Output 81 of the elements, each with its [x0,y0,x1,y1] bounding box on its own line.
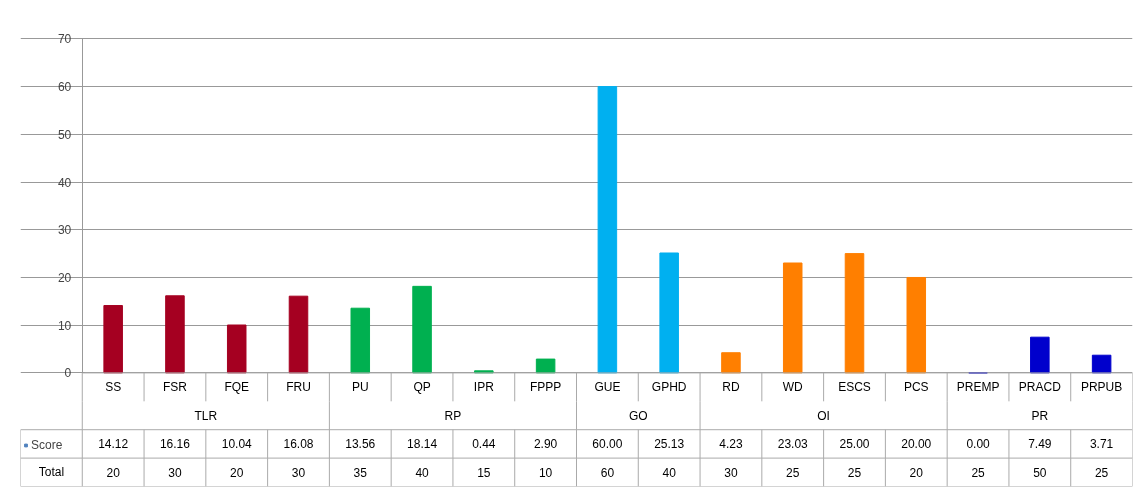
text: 10.04 [221,437,252,452]
y-tick-label: 0 [64,366,72,381]
y-tick-label: 50 [57,127,72,142]
x-tick-label: PRACD [1018,380,1062,395]
text: 25 [971,465,986,480]
x-tick-label: FRU [286,380,311,395]
x-tick-label: QP [413,380,431,395]
text: 60.00 [592,437,623,452]
bar [844,253,865,374]
bar [412,285,432,374]
x-tick-label: PU [351,380,369,395]
text: 20.00 [901,437,932,452]
text: TLR [194,408,218,423]
x-tick-label: GUE [594,380,621,395]
text: 25.13 [654,437,685,452]
bar [535,358,556,374]
text: 60 [600,465,615,480]
x-tick-label: IPR [473,380,495,395]
y-tick-label: 20 [57,270,72,285]
bar [165,295,185,374]
text: 23.03 [777,437,808,452]
text: 10 [538,465,553,480]
text: 25.00 [839,437,870,452]
text: 25 [1094,465,1109,480]
text: 30 [291,465,306,480]
y-tick-label: 60 [57,80,72,95]
y-tick-label: 30 [57,223,72,238]
text: 7.49 [1028,437,1052,452]
bar [1030,336,1050,374]
bar [288,295,309,374]
x-tick-label: PREMP [956,380,1000,395]
x-tick-label: RD [722,380,740,395]
text: 25 [786,465,800,480]
text: Total [38,465,65,480]
text: 14.12 [98,437,129,452]
text: 20 [106,465,121,480]
x-tick-label: FSR [162,380,188,395]
text: 0.00 [966,437,990,452]
x-tick-label: FQE [224,380,250,395]
bar [350,307,371,374]
bar [226,324,247,374]
text: OI [817,408,830,423]
x-tick-label: GPHD [651,380,687,395]
x-tick-label: FPPP [529,380,562,395]
bar [659,252,679,374]
x-tick-label: SS [105,380,122,395]
text: 3.71 [1089,437,1114,452]
text: 16.08 [283,437,314,452]
x-tick-label: PCS [903,380,929,395]
text: 4.23 [719,437,743,452]
y-tick-label: 40 [57,175,72,190]
text: 40 [662,465,677,480]
text: GO [628,408,648,423]
bar [721,352,741,374]
text: 2.90 [533,437,558,452]
bar [103,305,123,374]
text: 0.44 [472,437,496,452]
text: 40 [415,465,430,480]
text: PR [1031,408,1049,423]
bar [782,262,803,374]
y-tick-label: 70 [57,32,72,47]
y-tick-label: 10 [57,318,72,333]
bar [1091,354,1112,374]
text: RP [444,408,462,423]
x-tick-label: PRPUB [1080,380,1123,395]
bar [597,86,618,374]
text: Score [31,438,63,453]
text: 30 [724,465,738,480]
text: 25 [847,465,862,480]
text: 50 [1033,465,1047,480]
text: 15 [477,465,491,480]
x-tick-label: WD [782,380,804,395]
text: 18.14 [407,437,438,452]
text: 35 [353,465,368,480]
text: 20 [230,465,244,480]
text: 13.56 [345,437,376,452]
text: 16.16 [159,437,190,452]
bar [906,276,927,374]
text: 30 [168,465,182,480]
x-tick-label: ESCS [838,380,871,395]
text: 20 [909,465,924,480]
